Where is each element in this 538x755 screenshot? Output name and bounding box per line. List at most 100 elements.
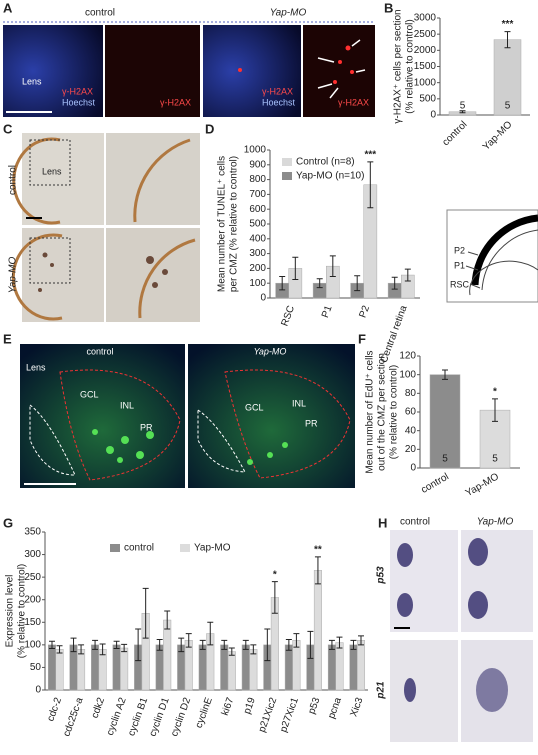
x-tick-label: control (419, 471, 450, 496)
error-bar (293, 633, 300, 648)
bar (112, 644, 121, 691)
x-tick-label: cyclin D1 (148, 696, 172, 738)
panel-letter: C (3, 121, 13, 136)
bar (356, 640, 366, 691)
y-tick-label: 200 (249, 263, 266, 274)
y-tick-label: 500 (419, 93, 436, 104)
y-tick-label: 2500 (414, 29, 437, 40)
image (106, 133, 200, 225)
error-bar (350, 639, 357, 650)
error-bar (207, 621, 214, 646)
bar (313, 570, 322, 691)
bar (335, 642, 344, 691)
panel-letter: F (358, 331, 366, 346)
panel-letter: E (3, 331, 12, 346)
y-axis-label: (% relative to control) (405, 19, 416, 113)
label: Lens (26, 362, 46, 372)
error-bar (404, 268, 411, 282)
panel-c: Lens control Yap-MO (8, 133, 200, 322)
label: P1 (454, 260, 465, 270)
y-tick-label: 80 (405, 388, 417, 399)
x-tick-label: cdc25c-a (61, 696, 85, 738)
y-tick-label: 250 (24, 572, 41, 583)
y-tick-label: 1000 (244, 145, 267, 156)
x-tick-label: cyclin B1 (126, 696, 150, 738)
error-bar (250, 644, 257, 655)
error-bar (142, 587, 149, 639)
bar (120, 647, 129, 691)
frame (446, 209, 538, 303)
error-bar (99, 643, 106, 656)
x-tick-label: control (440, 119, 469, 148)
inset: P2 P1 RSC (446, 209, 538, 303)
y-axis-label: (% relative to control) (17, 564, 28, 658)
label: INL (120, 400, 134, 410)
x-tick-label: RSC (279, 304, 297, 328)
label: control (8, 165, 19, 195)
label: control (86, 346, 113, 356)
cells (92, 429, 288, 465)
x-tick-label: Yap-MO (464, 471, 501, 499)
label: Lens (42, 166, 62, 176)
x-tick-label: cyclin A2 (105, 696, 129, 737)
panel-a: control Yap-MO Lens γ-H2AX Hoechst γ-H2A… (3, 8, 375, 117)
label: Hoechst (262, 97, 296, 107)
legend-label: Yap-MO (194, 543, 231, 554)
image (390, 640, 458, 742)
bar (249, 649, 258, 691)
panel-letter: A (3, 0, 13, 15)
box (29, 139, 71, 186)
image (3, 25, 103, 117)
significance: * (493, 387, 497, 398)
error-bar (459, 110, 466, 114)
x-tick-label: cdk2 (90, 696, 108, 720)
y-tick-label: 100 (399, 369, 416, 380)
y-tick-label: 1000 (414, 77, 437, 88)
significance: * (273, 569, 277, 580)
x-tick-label: p53 (306, 696, 322, 716)
y-axis-label: Mean number of EdU⁺ cells (365, 350, 376, 473)
image (22, 133, 104, 225)
y-tick-label: 150 (24, 617, 41, 628)
error-bar (78, 644, 85, 655)
y-tick-label: 120 (399, 351, 416, 362)
error-bar (358, 635, 365, 646)
y-axis-label: (% relative to control) (389, 365, 400, 459)
bar (184, 640, 193, 691)
error-bar (307, 630, 314, 659)
error-bar (242, 639, 249, 650)
label: p53 (376, 566, 387, 585)
legend-label: Yap-MO (n=10) (296, 171, 364, 182)
bar-label: 5 (442, 454, 448, 465)
bar (493, 39, 522, 116)
x-tick-label: Xic3 (349, 696, 366, 718)
y-tick-label: 600 (249, 204, 266, 215)
error-bar (164, 610, 171, 630)
bar (155, 644, 164, 691)
panel-letter: D (205, 121, 214, 136)
y-tick-label: 100 (24, 639, 41, 650)
bar (292, 640, 301, 691)
error-bar (314, 556, 321, 585)
error-bar (285, 638, 292, 651)
bar (227, 651, 236, 691)
label: γ-H2AX (160, 97, 191, 107)
label: PR (305, 418, 318, 428)
panel-letter: B (384, 0, 393, 15)
dots (38, 252, 168, 292)
error-bar (336, 636, 343, 649)
legend-label: Control (n=8) (296, 157, 355, 168)
dots (238, 45, 354, 84)
error-bar (92, 639, 99, 650)
y-tick-label: 60 (405, 407, 417, 418)
significance: ** (314, 544, 322, 555)
outline (11, 137, 196, 321)
label: control (400, 517, 430, 528)
label: Yap-MO (270, 8, 307, 19)
error-bar (228, 647, 235, 656)
label: γ-H2AX (338, 97, 369, 107)
error-bar (56, 645, 63, 654)
y-tick-label: 40 (405, 425, 417, 436)
